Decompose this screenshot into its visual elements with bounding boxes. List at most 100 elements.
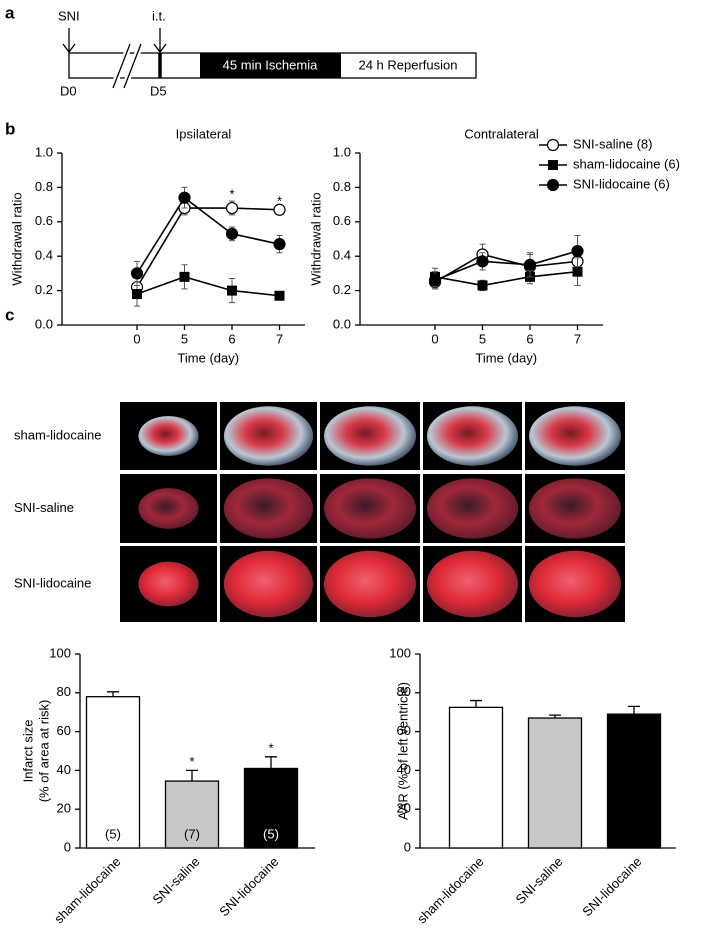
heart-slice: [223, 478, 314, 539]
x-tick-label: 0: [431, 331, 438, 346]
y-tick-label: 0.6: [333, 213, 351, 228]
bar: [164, 780, 220, 849]
y-axis-label: Withdrawal ratio: [308, 192, 323, 285]
y-tick-label: 60: [397, 723, 411, 738]
y-tick-label: 0.2: [35, 282, 53, 297]
marker: [428, 274, 442, 287]
significance: *: [189, 754, 194, 769]
marker: [476, 255, 489, 268]
x-tick-label: 6: [228, 331, 235, 346]
series-line: [136, 275, 280, 297]
heart-slice: [138, 488, 199, 529]
n-label: (5): [263, 826, 279, 841]
chart: 0 20 40 60 80 100 AAR (% of left ventricle) sha…: [389, 645, 676, 926]
break-mark: [112, 43, 131, 89]
marker: [273, 238, 286, 251]
heart-slice: [138, 415, 199, 457]
bar: [527, 717, 583, 849]
x-tick-label: SNI-lidocaine: [216, 854, 281, 919]
y-tick-label: 0.2: [333, 282, 351, 297]
y-tick-label: 0.0: [333, 316, 351, 331]
series-line: [136, 207, 280, 288]
chart: 0.0 0.2 0.4 0.6 0.8 1.0 Ipsilateral Time (day) W…: [9, 126, 305, 365]
event-label: SNI: [58, 8, 80, 23]
x-axis-label: Time (day): [177, 350, 239, 365]
y-axis-label: Infarct size: [20, 720, 35, 783]
marker: [179, 271, 190, 282]
event-label: i.t.: [152, 8, 166, 23]
marker: [274, 290, 285, 301]
panel-label: a: [5, 3, 15, 22]
marker: [477, 280, 488, 291]
marker: [273, 203, 286, 216]
marker: [227, 285, 237, 296]
y-tick-label: 100: [389, 645, 411, 660]
n-label: (5): [105, 826, 121, 841]
marker: [225, 227, 239, 240]
x-tick-label: 5: [181, 331, 188, 346]
x-tick-label: SNI-saline: [150, 854, 203, 907]
y-tick-label: 20: [397, 801, 411, 816]
series-line: [434, 253, 578, 283]
x-tick-label: SNI-saline: [513, 854, 566, 907]
x-tick-label: sham-lidocaine: [51, 854, 123, 926]
y-tick-label: 40: [397, 762, 411, 777]
y-axis-label: Withdrawal ratio: [9, 192, 24, 285]
heart-slice: [223, 550, 314, 618]
x-axis-label: Time (day): [475, 350, 537, 365]
y-tick-label: 1.0: [333, 144, 351, 159]
y-tick-label: 0.4: [333, 248, 351, 263]
heart-slice: [529, 406, 621, 466]
marker: [178, 191, 191, 204]
y-tick-label: 20: [57, 801, 71, 816]
heart-slice: [324, 550, 416, 618]
heart-images: sham-lidocaine SNI-saline SNI-lidocaine: [14, 402, 625, 622]
series-line: [136, 196, 280, 274]
chart-title: Contralateral: [464, 126, 539, 141]
break-mark: [123, 43, 142, 89]
bar: [448, 706, 504, 849]
x-tick-label: 7: [276, 331, 283, 346]
y-tick-label: 80: [397, 684, 411, 699]
legend-label: sham-lidocaine (6): [573, 156, 680, 171]
heart-slice: [529, 550, 621, 618]
panel-label: c: [5, 305, 14, 324]
marker: [130, 267, 144, 280]
heart-slice: [426, 550, 519, 618]
legend-label: SNI-lidocaine (6): [573, 176, 670, 191]
significance: *: [277, 193, 282, 208]
chart: 0 20 40 60 80 100 Infarct size (% of area at ri…: [20, 645, 315, 926]
row-label: SNI-lidocaine: [14, 575, 91, 590]
n-label: (7): [184, 826, 200, 841]
error-bar: [107, 691, 119, 697]
y-tick-label: 100: [49, 645, 71, 660]
bar: [243, 767, 299, 849]
row-label: sham-lidocaine: [14, 427, 101, 442]
heart-slice: [529, 478, 621, 539]
heart-slice: [223, 406, 314, 466]
marker: [571, 244, 584, 258]
y-axis-label: AAR (% of left ventricle): [395, 682, 410, 820]
y-tick-label: 80: [57, 684, 71, 699]
x-tick-label: SNI-lidocaine: [579, 854, 644, 919]
legend-label: SNI-saline (8): [573, 136, 652, 151]
bar: [85, 696, 141, 849]
heart-slice: [138, 561, 199, 607]
arrow: [62, 28, 76, 54]
y-tick-label: 0.0: [35, 316, 53, 331]
y-tick-label: 0.6: [35, 213, 53, 228]
row-label: SNI-saline: [14, 500, 74, 515]
y-tick-label: 0.8: [35, 179, 53, 194]
bar: [606, 713, 662, 849]
x-tick-label: 5: [479, 331, 486, 346]
y-tick-label: 60: [57, 723, 71, 738]
y-tick-label: 0.4: [35, 248, 53, 263]
marker: [523, 258, 537, 271]
heart-slice: [324, 478, 416, 539]
heart-slice: [324, 406, 416, 466]
y-tick-label: 1.0: [35, 144, 53, 159]
heart-slice: [426, 478, 519, 539]
error-bar: [470, 699, 482, 708]
timeline: SNI i.t. D0 D5 45 min Ischemia 24 h Repe…: [58, 8, 477, 98]
x-tick-label: 0: [133, 331, 140, 346]
